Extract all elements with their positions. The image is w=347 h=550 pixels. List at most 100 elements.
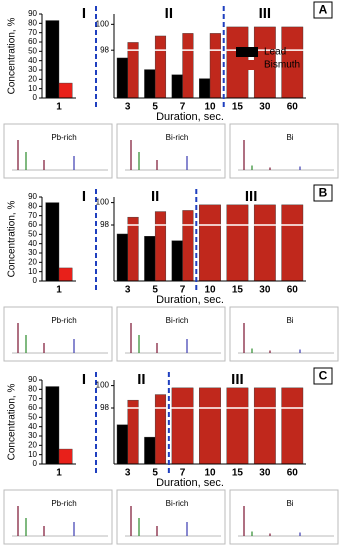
bar — [281, 204, 304, 282]
x-tick-label: 10 — [204, 102, 216, 113]
y-tick-label: 60 — [28, 220, 37, 229]
x-axis-label: Duration, sec. — [156, 111, 224, 123]
legend-swatch — [236, 60, 258, 70]
annotation: I — [82, 5, 86, 22]
x-tick-label: 30 — [259, 285, 271, 296]
bar — [144, 235, 156, 282]
y-axis-label: Concentration, % — [7, 18, 18, 95]
y-tick-label: 98 — [100, 45, 109, 54]
x-tick-label: 1 — [56, 102, 62, 113]
y-tick-label: 98 — [100, 220, 109, 229]
annotation: I — [82, 371, 86, 388]
y-tick-label: 60 — [28, 403, 37, 412]
annotation: III — [245, 188, 258, 205]
panel-label-box — [313, 367, 333, 385]
x-tick-label: 5 — [152, 285, 158, 296]
bar — [127, 216, 139, 282]
y-tick-label: 0 — [33, 93, 38, 102]
y-axis-label: Concentration, % — [7, 384, 18, 461]
spectrum-box — [116, 489, 226, 545]
panel-label: A — [319, 3, 328, 17]
bar — [58, 82, 73, 99]
bar — [154, 35, 167, 99]
bar — [209, 33, 221, 99]
y-tick-label: 40 — [28, 422, 37, 431]
bar — [45, 202, 60, 282]
spectrum-box — [116, 306, 226, 362]
bar — [226, 204, 249, 282]
spectrum-box — [116, 123, 226, 179]
spectrum-box — [229, 489, 339, 545]
panel-label: C — [319, 369, 328, 383]
x-tick-label: 3 — [125, 468, 131, 479]
y-tick-label: 0 — [33, 276, 38, 285]
y-tick-label: 50 — [28, 229, 37, 238]
bar — [171, 387, 194, 465]
bar — [199, 204, 221, 282]
x-tick-label: 30 — [259, 102, 271, 113]
bar — [127, 399, 139, 465]
y-tick-label: 100 — [96, 381, 110, 390]
annotation: II — [137, 371, 145, 388]
x-tick-label: 1 — [56, 285, 62, 296]
y-tick-label: 60 — [28, 37, 37, 46]
y-axis-label: Concentration, % — [7, 201, 18, 278]
y-tick-label: 70 — [28, 211, 37, 220]
spectrum-label: Pb-rich — [51, 316, 76, 325]
x-tick-label: 5 — [152, 468, 158, 479]
x-tick-label: 5 — [152, 102, 158, 113]
spectrum-label: Bi — [286, 499, 293, 508]
x-tick-label: 7 — [180, 285, 186, 296]
bar — [45, 20, 60, 99]
legend-swatch — [236, 47, 258, 57]
x-tick-label: 10 — [204, 468, 216, 479]
x-tick-label: 15 — [232, 285, 244, 296]
y-tick-label: 100 — [96, 19, 110, 28]
y-tick-label: 80 — [28, 201, 37, 210]
annotation: III — [231, 371, 244, 388]
spectrum-label: Bi — [286, 133, 293, 142]
y-tick-label: 40 — [28, 239, 37, 248]
y-tick-label: 100 — [96, 198, 110, 207]
legend-label: Bismuth — [264, 60, 300, 71]
legend-label: Lead — [264, 47, 286, 58]
spectrum-label: Bi-rich — [166, 133, 189, 142]
y-tick-label: 98 — [100, 403, 109, 412]
bar — [226, 387, 249, 465]
spectrum-box — [229, 123, 339, 179]
annotation: III — [259, 5, 272, 22]
x-axis-label: Duration, sec. — [156, 477, 224, 489]
spectrum-label: Pb-rich — [51, 133, 76, 142]
panel-label-box — [313, 184, 333, 202]
x-tick-label: 15 — [232, 468, 244, 479]
x-tick-label: 60 — [287, 102, 299, 113]
y-tick-label: 90 — [28, 9, 37, 18]
y-tick-label: 90 — [28, 375, 37, 384]
bar — [58, 267, 73, 282]
spectrum-label: Bi — [286, 316, 293, 325]
bar — [281, 387, 304, 465]
y-tick-label: 10 — [28, 84, 37, 93]
x-axis-label: Duration, sec. — [156, 294, 224, 306]
y-tick-label: 30 — [28, 65, 37, 74]
bar — [171, 74, 183, 99]
x-tick-label: 30 — [259, 468, 271, 479]
y-tick-label: 50 — [28, 46, 37, 55]
y-tick-label: 30 — [28, 248, 37, 257]
bar — [154, 394, 167, 465]
spectrum-box — [3, 489, 113, 545]
bar — [58, 448, 73, 465]
spectrum-label: Bi-rich — [166, 499, 189, 508]
y-tick-label: 80 — [28, 384, 37, 393]
bar — [144, 69, 156, 99]
bar — [116, 57, 128, 99]
bar — [144, 436, 156, 465]
spectrum-label: Bi-rich — [166, 316, 189, 325]
bar — [116, 424, 128, 465]
x-tick-label: 60 — [287, 468, 299, 479]
y-tick-label: 70 — [28, 28, 37, 37]
spectrum-label: Pb-rich — [51, 499, 76, 508]
bar — [182, 210, 194, 282]
y-tick-label: 10 — [28, 267, 37, 276]
